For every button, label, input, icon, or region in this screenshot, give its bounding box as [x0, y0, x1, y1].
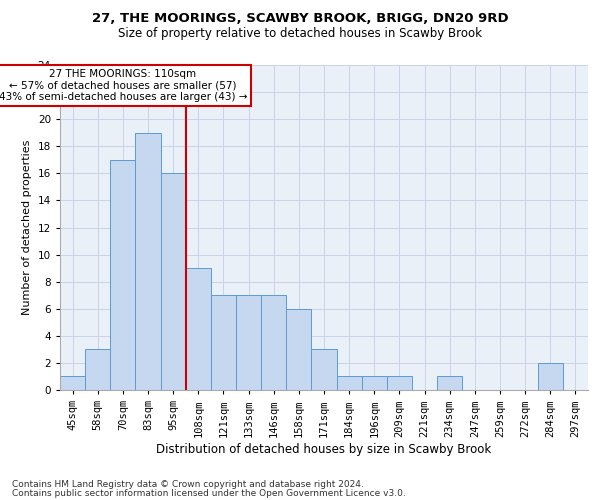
Bar — [387, 376, 412, 390]
Text: 27, THE MOORINGS, SCAWBY BROOK, BRIGG, DN20 9RD: 27, THE MOORINGS, SCAWBY BROOK, BRIGG, D… — [92, 12, 508, 26]
Bar — [261, 295, 286, 390]
Bar — [362, 376, 387, 390]
Bar — [311, 350, 337, 390]
X-axis label: Distribution of detached houses by size in Scawby Brook: Distribution of detached houses by size … — [157, 444, 491, 456]
Bar — [437, 376, 462, 390]
Bar — [186, 268, 211, 390]
Bar — [236, 295, 261, 390]
Bar — [60, 376, 85, 390]
Text: Contains public sector information licensed under the Open Government Licence v3: Contains public sector information licen… — [12, 488, 406, 498]
Text: Contains HM Land Registry data © Crown copyright and database right 2024.: Contains HM Land Registry data © Crown c… — [12, 480, 364, 489]
Bar — [337, 376, 362, 390]
Bar — [161, 174, 186, 390]
Bar — [136, 132, 161, 390]
Bar — [211, 295, 236, 390]
Y-axis label: Number of detached properties: Number of detached properties — [22, 140, 32, 315]
Bar — [85, 350, 110, 390]
Bar — [538, 363, 563, 390]
Bar — [286, 308, 311, 390]
Text: Size of property relative to detached houses in Scawby Brook: Size of property relative to detached ho… — [118, 28, 482, 40]
Bar — [110, 160, 136, 390]
Text: 27 THE MOORINGS: 110sqm
← 57% of detached houses are smaller (57)
43% of semi-de: 27 THE MOORINGS: 110sqm ← 57% of detache… — [0, 68, 247, 102]
